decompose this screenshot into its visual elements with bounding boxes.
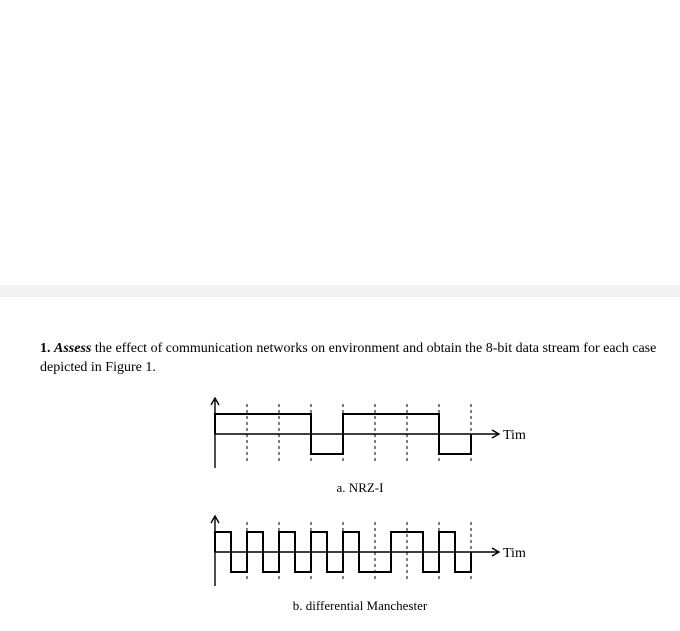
- svg-text:Time: Time: [503, 428, 525, 443]
- chart-a-wrap: Time a. NRZ-I: [40, 396, 680, 496]
- chart-b: Time: [195, 514, 525, 596]
- figure-block: Time a. NRZ-I Time b. differential Manch…: [40, 396, 680, 614]
- question-body: the effect of communication networks on …: [40, 341, 656, 375]
- chart-a-caption: a. NRZ-I: [337, 480, 384, 496]
- chart-b-caption: b. differential Manchester: [293, 598, 427, 614]
- section-divider: [0, 285, 680, 297]
- svg-text:Time: Time: [503, 546, 525, 561]
- chart-a: Time: [195, 396, 525, 478]
- chart-spacer: [40, 496, 680, 514]
- chart-b-wrap: Time b. differential Manchester: [40, 514, 680, 614]
- content-area: 1. Assess the effect of communication ne…: [40, 340, 680, 614]
- question-verb: Assess: [54, 341, 91, 356]
- question-text: 1. Assess the effect of communication ne…: [40, 340, 680, 378]
- question-number: 1.: [40, 341, 51, 356]
